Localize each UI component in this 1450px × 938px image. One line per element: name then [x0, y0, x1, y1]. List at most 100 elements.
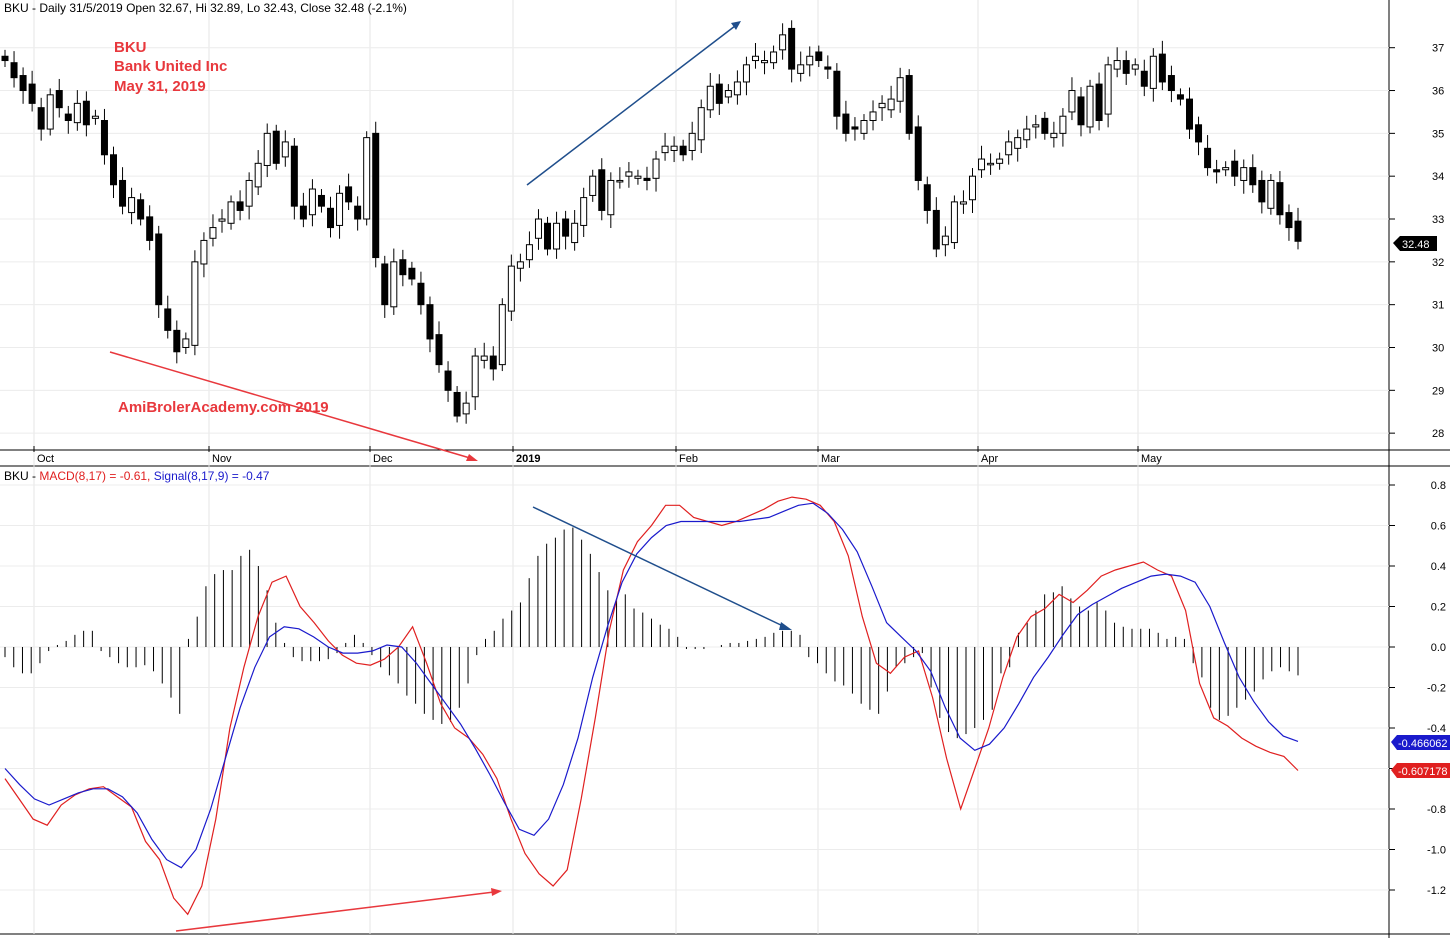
candle-body	[562, 218, 570, 237]
candle-body	[1005, 141, 1013, 156]
candle-body	[697, 107, 705, 141]
candle-body	[1167, 75, 1175, 92]
candle-body	[55, 90, 63, 109]
candle-body	[968, 175, 976, 201]
candle-body	[715, 83, 723, 104]
candle-body	[137, 199, 145, 220]
candle-body	[1140, 70, 1148, 87]
price-down-arrow	[109, 351, 471, 459]
macd-value-tag: -0.607178	[1391, 763, 1450, 778]
candle-body	[100, 120, 108, 156]
candle-body	[742, 64, 750, 83]
x-axis-tick-label: Nov	[212, 453, 232, 465]
y-axis-tick-label: 0.0	[1431, 642, 1446, 654]
price-up-arrowhead	[731, 21, 741, 30]
macd-down-arrowhead	[779, 622, 792, 630]
candle-body	[833, 70, 841, 117]
candle-body	[471, 355, 479, 398]
candle-body	[779, 34, 787, 51]
candle-body	[634, 175, 642, 179]
candle-body	[91, 115, 99, 119]
candle-body	[1, 55, 9, 62]
candle-body	[1294, 220, 1302, 242]
annotation-ticker: BKU	[114, 39, 147, 56]
y-axis-tick-label: 33	[1432, 214, 1444, 226]
candle-body	[408, 267, 416, 280]
x-axis-tick-label: 2019	[516, 453, 540, 465]
candle-body	[1213, 169, 1221, 173]
candle-body	[363, 137, 371, 220]
candle-body	[1195, 124, 1203, 143]
candle-body	[10, 62, 18, 79]
candle-body	[869, 111, 877, 122]
y-axis-tick-label: 29	[1432, 385, 1444, 397]
price-header: BKU - Daily 31/5/2019 Open 32.67, Hi 32.…	[4, 1, 407, 15]
candle-body	[1158, 53, 1166, 83]
trend-arrows	[109, 21, 792, 932]
macd-up-arrowhead	[491, 888, 502, 896]
candle-body	[73, 102, 81, 124]
candle-body	[1095, 83, 1103, 122]
x-axis-tick-label: Dec	[373, 453, 393, 465]
candle-body	[1113, 60, 1121, 70]
candle-body	[1267, 179, 1275, 209]
candle-body	[191, 261, 199, 346]
candle-body	[1240, 167, 1248, 181]
candle-body	[987, 162, 995, 166]
candle-body	[534, 218, 542, 239]
y-axis-tick-label: 36	[1432, 86, 1444, 98]
candle-body	[842, 113, 850, 134]
price-up-arrow	[526, 25, 736, 186]
candle-body	[751, 55, 759, 62]
candle-body	[978, 158, 986, 171]
candle-body	[923, 184, 931, 211]
candle-body	[996, 158, 1004, 164]
candle-body	[1131, 64, 1139, 70]
signal-line	[4, 502, 1299, 869]
y-axis-tick-label: -0.2	[1427, 683, 1446, 695]
macd-value-label: -0.607178	[1398, 766, 1448, 778]
macd-up-arrow	[175, 891, 495, 932]
x-axis-tick-label: Apr	[981, 453, 998, 465]
candle-body	[128, 197, 136, 214]
candle-body	[589, 175, 597, 196]
candle-body	[110, 154, 118, 186]
macd-header-macd: MACD(8,17) = -0.61,	[39, 469, 150, 483]
candle-body	[706, 85, 714, 111]
candle-body	[327, 207, 335, 229]
macd-header: BKU - MACD(8,17) = -0.61, Signal(8,17,9)…	[4, 469, 270, 483]
candle-body	[788, 27, 796, 70]
candle-body	[688, 132, 696, 151]
macd-header-signal: Signal(8,17,9) = -0.47	[154, 469, 270, 483]
candle-body	[1041, 117, 1049, 134]
y-axis-tick-label: -0.4	[1427, 723, 1446, 735]
candle-body	[453, 391, 461, 417]
candle-body	[670, 145, 678, 151]
candle-body	[598, 169, 606, 211]
candle-body	[146, 216, 154, 241]
candle-body	[1258, 179, 1266, 203]
candle-body	[417, 282, 425, 306]
candle-body	[643, 177, 651, 181]
candle-body	[372, 132, 380, 259]
candle-body	[462, 402, 470, 415]
candle-body	[46, 94, 54, 130]
candle-body	[227, 201, 235, 224]
candle-body	[941, 235, 949, 246]
candle-body	[1014, 137, 1022, 149]
candle-body	[607, 179, 615, 216]
candle-body	[381, 263, 389, 306]
candle-body	[1285, 212, 1293, 229]
candle-body	[1122, 60, 1130, 74]
candle-body	[209, 227, 217, 239]
candle-body	[652, 158, 660, 179]
candle-body	[580, 197, 588, 226]
candle-body	[218, 218, 226, 222]
candle-body	[724, 90, 732, 98]
candle-body	[1068, 90, 1076, 113]
candle-body	[571, 222, 579, 244]
last-price-label: 32.48	[1402, 239, 1430, 251]
y-axis-tick-label: 37	[1432, 43, 1444, 55]
x-axis-ticks: Oct Nov Dec 2019 Feb Mar Apr May	[33, 446, 1162, 465]
candle-body	[281, 141, 289, 158]
